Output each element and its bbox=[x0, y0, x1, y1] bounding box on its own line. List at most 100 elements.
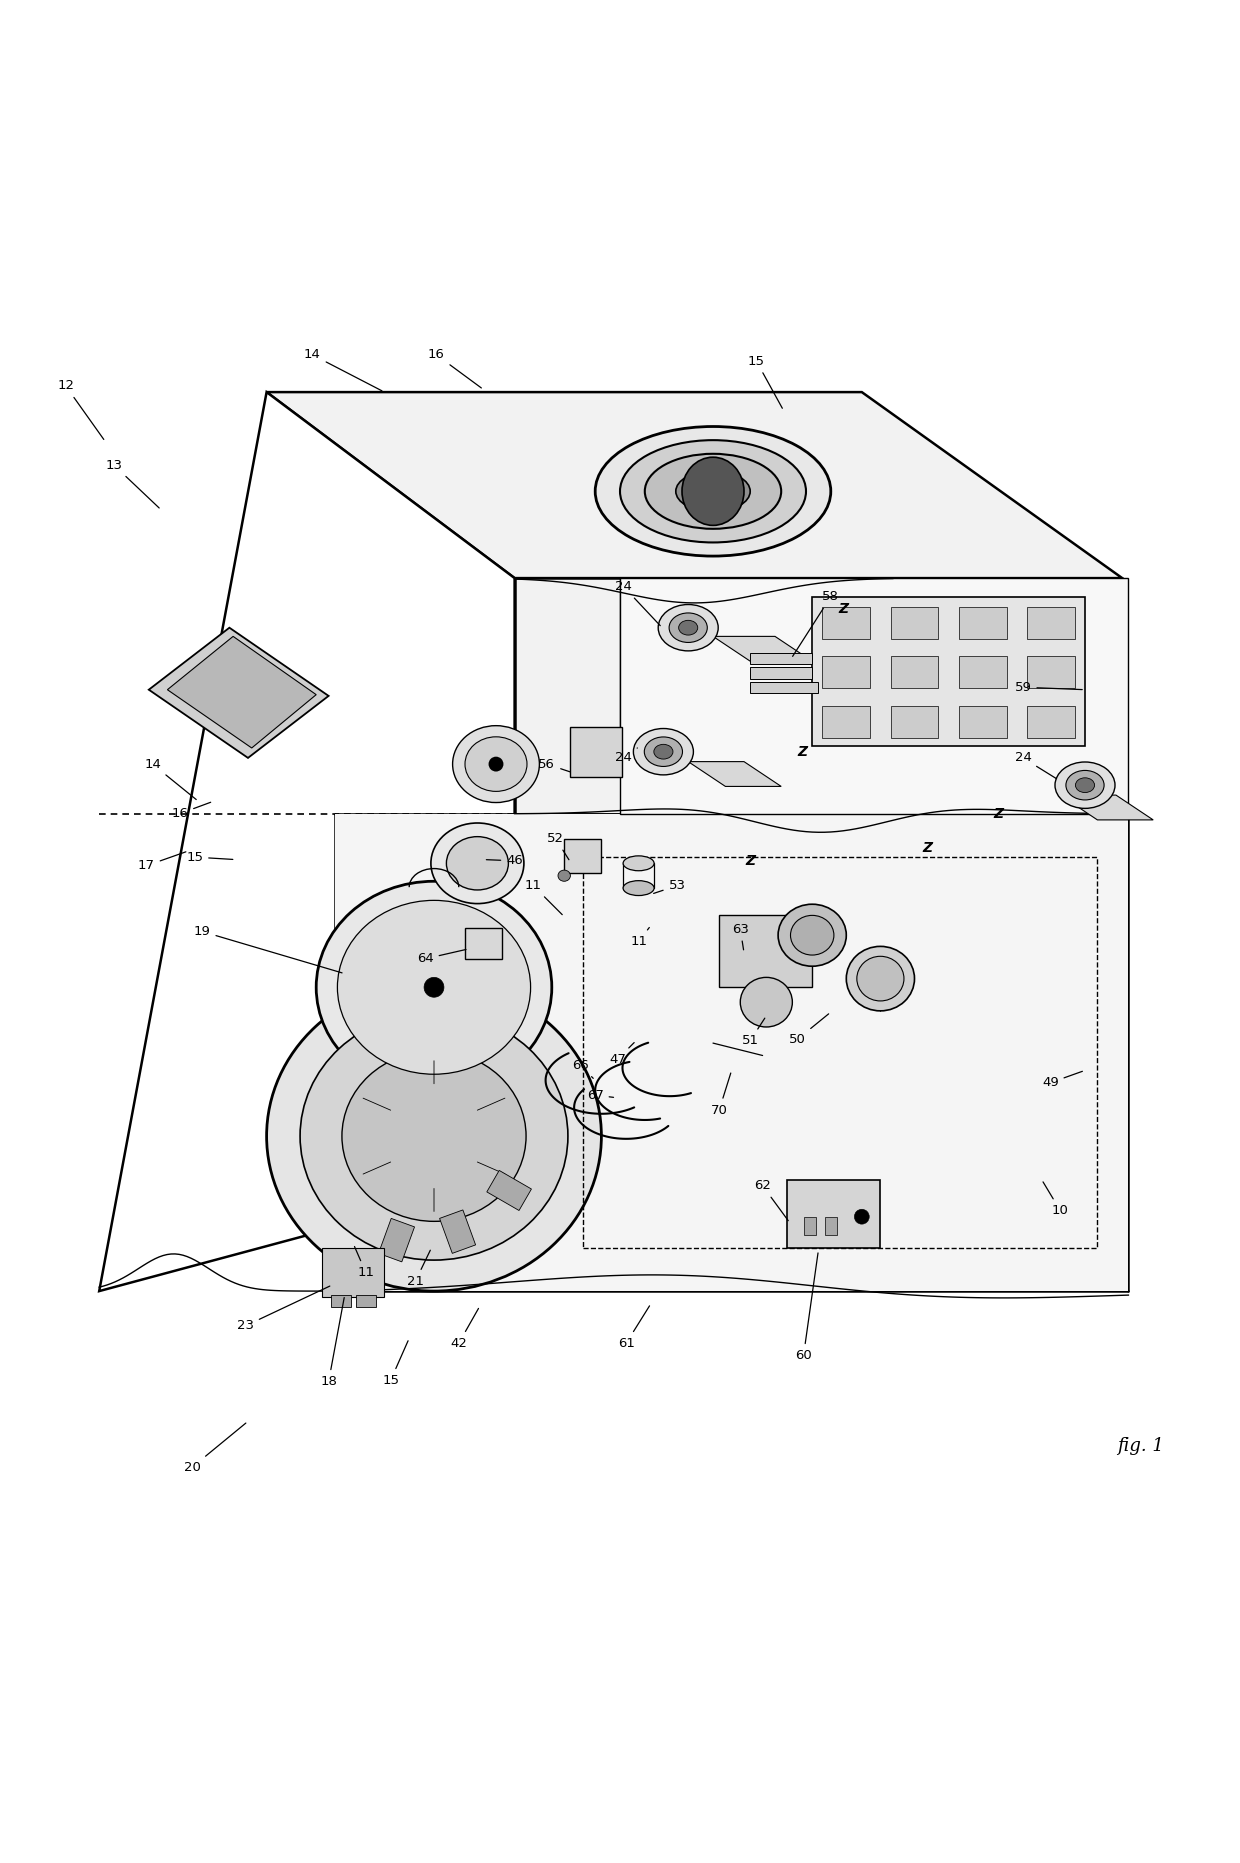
Bar bbox=[890, 656, 939, 689]
Text: 46: 46 bbox=[486, 855, 523, 868]
Ellipse shape bbox=[658, 604, 718, 650]
Ellipse shape bbox=[779, 904, 847, 967]
Text: 12: 12 bbox=[57, 380, 104, 440]
Text: 20: 20 bbox=[184, 1423, 246, 1474]
Text: 67: 67 bbox=[587, 1088, 614, 1101]
Text: Z: Z bbox=[993, 807, 1003, 822]
Bar bbox=[890, 706, 939, 738]
Ellipse shape bbox=[791, 915, 835, 956]
Text: 17: 17 bbox=[138, 851, 186, 872]
Circle shape bbox=[489, 756, 503, 771]
Ellipse shape bbox=[645, 738, 682, 766]
Bar bbox=[750, 652, 812, 663]
Bar bbox=[750, 682, 818, 693]
Text: 16: 16 bbox=[428, 348, 481, 388]
Text: 66: 66 bbox=[572, 1058, 593, 1079]
Text: Z: Z bbox=[923, 842, 932, 855]
Text: 24: 24 bbox=[615, 747, 637, 764]
Text: 11: 11 bbox=[630, 928, 650, 948]
Text: 61: 61 bbox=[618, 1306, 650, 1349]
Bar bbox=[825, 1217, 837, 1235]
Text: 49: 49 bbox=[1042, 1071, 1083, 1090]
Text: 11: 11 bbox=[525, 879, 562, 915]
Text: 50: 50 bbox=[789, 1013, 828, 1045]
Text: 14: 14 bbox=[144, 758, 196, 799]
Bar bbox=[378, 1218, 414, 1261]
Ellipse shape bbox=[432, 823, 525, 904]
Text: 16: 16 bbox=[171, 803, 211, 820]
Ellipse shape bbox=[558, 870, 570, 881]
Ellipse shape bbox=[653, 745, 673, 758]
Bar bbox=[356, 1295, 376, 1308]
Ellipse shape bbox=[678, 620, 698, 635]
Ellipse shape bbox=[316, 881, 552, 1094]
Text: 15: 15 bbox=[748, 354, 782, 408]
Polygon shape bbox=[99, 391, 515, 1291]
Text: 42: 42 bbox=[450, 1308, 479, 1349]
Text: 64: 64 bbox=[417, 950, 466, 965]
Polygon shape bbox=[515, 578, 1122, 814]
Ellipse shape bbox=[465, 738, 527, 792]
Ellipse shape bbox=[453, 727, 539, 803]
Bar bbox=[812, 596, 1085, 745]
Bar bbox=[787, 1179, 880, 1248]
Ellipse shape bbox=[624, 855, 655, 870]
Ellipse shape bbox=[1066, 771, 1104, 799]
Polygon shape bbox=[267, 391, 1122, 578]
Text: Z: Z bbox=[797, 745, 807, 758]
Bar bbox=[1027, 607, 1075, 639]
Ellipse shape bbox=[342, 1051, 526, 1222]
Text: fig. 1: fig. 1 bbox=[1117, 1436, 1164, 1455]
Text: 11: 11 bbox=[355, 1246, 374, 1280]
Text: 60: 60 bbox=[795, 1254, 818, 1362]
Bar bbox=[465, 928, 502, 959]
Polygon shape bbox=[620, 578, 1128, 814]
Ellipse shape bbox=[1055, 762, 1115, 809]
Bar bbox=[1027, 656, 1075, 689]
Ellipse shape bbox=[337, 900, 531, 1075]
Bar bbox=[335, 814, 1128, 1291]
Circle shape bbox=[424, 978, 444, 997]
Text: 53: 53 bbox=[653, 879, 686, 894]
Bar bbox=[331, 1295, 351, 1308]
Bar bbox=[822, 656, 870, 689]
Polygon shape bbox=[688, 762, 781, 786]
Circle shape bbox=[854, 1209, 869, 1224]
Ellipse shape bbox=[624, 881, 655, 896]
Bar bbox=[890, 607, 939, 639]
Bar bbox=[822, 706, 870, 738]
Text: 24: 24 bbox=[615, 579, 660, 626]
Text: 23: 23 bbox=[237, 1285, 330, 1332]
Bar bbox=[804, 1217, 816, 1235]
Bar bbox=[822, 607, 870, 639]
Text: 70: 70 bbox=[711, 1073, 730, 1116]
Polygon shape bbox=[149, 628, 329, 758]
Polygon shape bbox=[620, 578, 893, 769]
Bar bbox=[750, 667, 812, 678]
Text: 62: 62 bbox=[754, 1179, 789, 1220]
Text: Z: Z bbox=[745, 853, 755, 868]
Text: 10: 10 bbox=[1043, 1181, 1069, 1217]
Text: 15: 15 bbox=[186, 851, 233, 864]
Ellipse shape bbox=[361, 922, 507, 1053]
Bar bbox=[570, 727, 622, 777]
Ellipse shape bbox=[682, 456, 744, 525]
Ellipse shape bbox=[670, 613, 707, 643]
Bar bbox=[959, 656, 1007, 689]
Ellipse shape bbox=[595, 427, 831, 555]
Text: 24: 24 bbox=[1014, 751, 1056, 779]
Ellipse shape bbox=[857, 956, 904, 1000]
Ellipse shape bbox=[267, 982, 601, 1291]
Ellipse shape bbox=[387, 945, 481, 1030]
Bar bbox=[583, 857, 1097, 1248]
Bar bbox=[1027, 706, 1075, 738]
Bar bbox=[564, 838, 601, 874]
Polygon shape bbox=[335, 814, 1128, 1278]
Text: 58: 58 bbox=[792, 591, 839, 656]
Ellipse shape bbox=[676, 471, 750, 512]
Text: 51: 51 bbox=[742, 1019, 765, 1047]
Text: 56: 56 bbox=[538, 758, 570, 771]
Ellipse shape bbox=[740, 978, 792, 1027]
Bar bbox=[487, 1170, 532, 1211]
Text: 21: 21 bbox=[407, 1250, 430, 1287]
